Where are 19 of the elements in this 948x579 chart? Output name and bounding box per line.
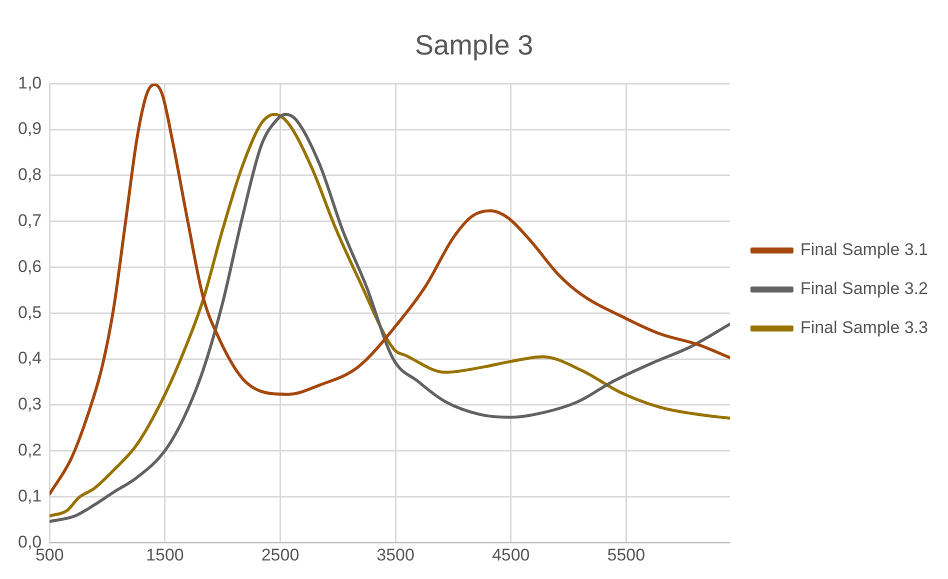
chart-title: Sample 3 — [414, 30, 534, 61]
y-tick-label: 0,3 — [18, 394, 42, 414]
y-tick-label: 0,8 — [18, 165, 42, 184]
y-tick-label: 0,4 — [18, 348, 42, 368]
y-tick-label: 0,5 — [18, 302, 42, 322]
y-tick-label: 0,9 — [18, 119, 42, 138]
y-tick-label: 0,2 — [18, 440, 42, 460]
y-tick-label: 1,0 — [18, 73, 42, 92]
legend-label: Final Sample 3.3 — [800, 318, 928, 338]
y-tick-label: 0,1 — [18, 486, 42, 506]
x-tick-label: 3500 — [376, 545, 414, 564]
x-tick-label: 2500 — [261, 545, 300, 564]
x-tick-label: 1500 — [146, 545, 184, 564]
x-tick-label: 4500 — [492, 545, 530, 564]
y-tick-label: 0,6 — [18, 256, 42, 276]
legend-label: Final Sample 3.1 — [800, 240, 928, 260]
x-tick-label: 5500 — [607, 545, 646, 564]
legend-label: Final Sample 3.2 — [800, 279, 928, 298]
y-tick-label: 0,7 — [18, 210, 42, 230]
